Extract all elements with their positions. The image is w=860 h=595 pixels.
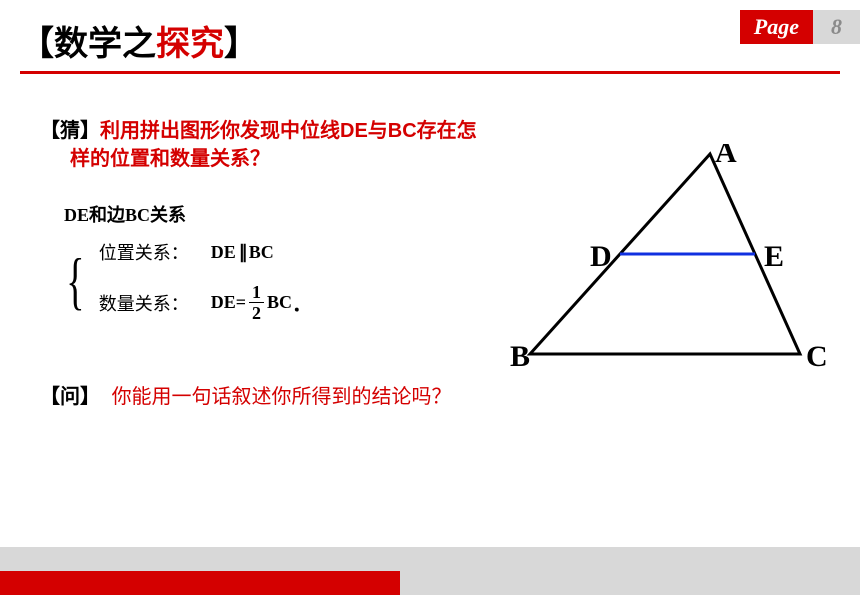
vertex-b: B <box>510 340 530 373</box>
page-title: 【数学之探究】 <box>20 16 840 65</box>
position-relation-name: 位置关系： <box>99 239 189 265</box>
period: ． <box>292 288 312 317</box>
position-relation-row: 位置关系： DE ∥ BC <box>99 239 312 265</box>
vertex-e: E <box>764 240 784 273</box>
footer-right <box>400 547 860 595</box>
footer-left-bottom <box>0 571 400 595</box>
guess-label: 【猜】 <box>40 120 100 142</box>
footer <box>0 547 860 595</box>
question-label: 【问】 <box>40 386 100 408</box>
vertex-a: A <box>715 144 737 169</box>
question-block: 【问】 你能用一句话叙述你所得到的结论吗？ <box>40 380 840 409</box>
title-prefix: 【数学之 <box>20 25 156 63</box>
fraction-denominator: 2 <box>252 303 261 322</box>
title-suffix: 】 <box>224 25 258 63</box>
bc-text-2: BC <box>267 292 292 313</box>
fraction: 1 2 <box>249 283 264 322</box>
quantity-relation-row: 数量关系： DE= 1 2 BC ． <box>99 283 312 322</box>
content: 【猜】利用拼出图形你发现中位线DE与BC存在怎 样的位置和数量关系？ DE和边B… <box>0 74 860 409</box>
de-text: DE <box>211 242 236 263</box>
page-number: 8 <box>813 10 860 44</box>
title-highlight: 探究 <box>156 25 224 63</box>
guess-line2: 样的位置和数量关系？ <box>40 145 480 173</box>
footer-left-top <box>0 547 400 571</box>
footer-left <box>0 547 400 595</box>
brace-icon: { <box>66 249 84 313</box>
triangle-diagram: A B C D E <box>510 144 830 384</box>
de-eq-text: DE= <box>211 292 246 313</box>
guess-block: 【猜】利用拼出图形你发现中位线DE与BC存在怎 样的位置和数量关系？ <box>40 114 480 173</box>
quantity-relation-value: DE= 1 2 BC ． <box>211 283 312 322</box>
fraction-numerator: 1 <box>249 283 264 303</box>
bc-text: BC <box>249 242 274 263</box>
position-relation-value: DE ∥ BC <box>211 242 274 263</box>
quantity-relation-name: 数量关系： <box>99 290 189 316</box>
vertex-c: C <box>806 340 828 373</box>
page-badge: Page 8 <box>740 10 860 44</box>
guess-line1: 利用拼出图形你发现中位线DE与BC存在怎 <box>100 120 477 142</box>
page-label: Page <box>740 10 813 44</box>
question-text: 你能用一句话叙述你所得到的结论吗？ <box>112 386 452 408</box>
header: 【数学之探究】 Page 8 <box>0 0 860 65</box>
vertex-d: D <box>590 240 612 273</box>
parallel-symbol: ∥ <box>239 242 246 263</box>
